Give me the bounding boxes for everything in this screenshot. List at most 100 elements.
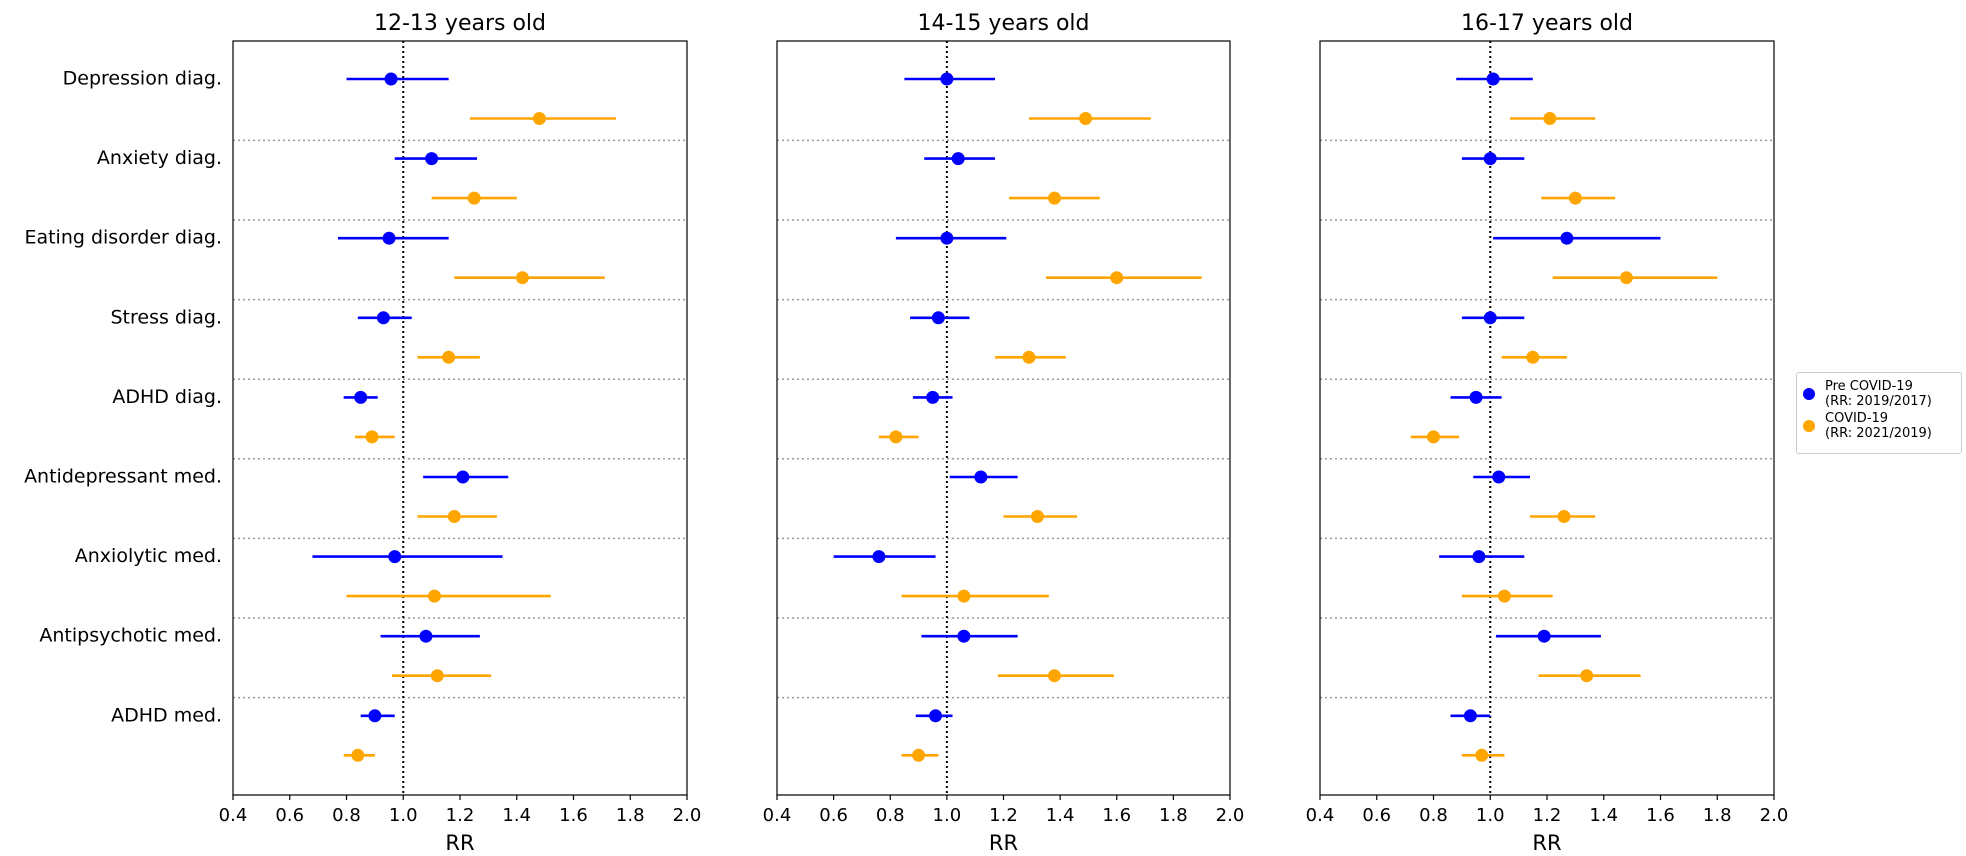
category-label: ADHD diag. — [112, 386, 222, 408]
legend-label: COVID-19 (RR: 2021/2019) — [1825, 411, 1932, 441]
point — [376, 311, 390, 325]
x-tick-label: 1.8 — [1159, 805, 1188, 826]
x-tick-label: 1.6 — [559, 805, 588, 826]
category-label: ADHD med. — [111, 704, 222, 726]
x-tick-label: 1.2 — [989, 805, 1018, 826]
point — [1110, 271, 1124, 285]
axes-frame — [1319, 40, 1775, 796]
point — [1483, 152, 1497, 166]
legend-item: COVID-19 (RR: 2021/2019) — [1803, 411, 1955, 441]
x-tick-label: 1.0 — [933, 805, 962, 826]
point — [1486, 72, 1500, 86]
x-tick-label: 0.6 — [819, 805, 848, 826]
panel-title: 12-13 years old — [374, 11, 546, 36]
x-tick-label: 1.6 — [1102, 805, 1131, 826]
legend: Pre COVID-19 (RR: 2019/2017) COVID-19 (RR… — [1796, 372, 1962, 454]
x-tick-label: 0.8 — [1419, 805, 1448, 826]
point — [467, 191, 481, 205]
x-tick-label: 0.4 — [763, 805, 792, 826]
point — [1472, 550, 1486, 564]
category-label: Antidepressant med. — [24, 466, 222, 488]
point — [957, 589, 971, 603]
legend-marker — [1803, 388, 1815, 400]
point — [1580, 669, 1594, 683]
x-tick-label: 1.4 — [502, 805, 531, 826]
x-tick-label: 1.0 — [1476, 805, 1505, 826]
point — [1483, 311, 1497, 325]
point — [1030, 510, 1044, 523]
category-label: Anxiolytic med. — [75, 545, 222, 567]
point — [365, 430, 379, 444]
point — [1022, 350, 1036, 364]
point — [929, 709, 943, 723]
point — [384, 72, 398, 86]
point — [889, 430, 903, 444]
point — [351, 748, 365, 762]
point — [1427, 430, 1440, 444]
point — [1492, 470, 1506, 484]
point — [354, 390, 368, 404]
point — [951, 152, 965, 166]
point — [382, 231, 396, 245]
x-axis-label: RR — [1532, 831, 1561, 855]
point — [427, 589, 441, 603]
point — [1047, 191, 1061, 205]
category-label: Anxiety diag. — [97, 147, 222, 169]
category-label: Eating disorder diag. — [24, 227, 222, 249]
point — [940, 72, 954, 86]
x-tick-label: 1.4 — [1589, 805, 1618, 826]
point — [447, 510, 461, 523]
point — [1537, 629, 1551, 643]
x-tick-label: 0.4 — [1306, 805, 1335, 826]
x-tick-label: 0.8 — [332, 805, 361, 826]
point — [425, 152, 439, 166]
point — [1543, 112, 1557, 125]
point — [974, 470, 988, 484]
x-tick-label: 2.0 — [1216, 805, 1245, 826]
point — [419, 629, 433, 643]
legend-item: Pre COVID-19 (RR: 2019/2017) — [1803, 379, 1955, 409]
x-tick-label: 0.8 — [876, 805, 905, 826]
x-tick-label: 1.6 — [1646, 805, 1675, 826]
point — [1497, 589, 1511, 603]
point — [388, 550, 402, 564]
point — [926, 390, 940, 404]
point — [1079, 112, 1093, 125]
point — [442, 350, 456, 364]
x-tick-label: 0.4 — [219, 805, 248, 826]
x-tick-label: 0.6 — [1362, 805, 1391, 826]
point — [430, 669, 444, 683]
x-tick-label: 1.2 — [1533, 805, 1562, 826]
point — [532, 112, 546, 125]
x-tick-label: 0.6 — [275, 805, 304, 826]
point — [456, 470, 470, 484]
point — [931, 311, 945, 325]
x-tick-label: 2.0 — [673, 805, 702, 826]
point — [1526, 350, 1540, 364]
point — [1568, 191, 1582, 205]
x-axis-label: RR — [445, 831, 474, 855]
legend-label: Pre COVID-19 (RR: 2019/2017) — [1825, 379, 1932, 409]
x-tick-label: 1.8 — [1703, 805, 1732, 826]
category-label: Stress diag. — [110, 306, 222, 328]
x-tick-label: 2.0 — [1760, 805, 1789, 826]
point — [872, 550, 886, 564]
point — [912, 748, 926, 762]
point — [1619, 271, 1633, 285]
legend-marker — [1803, 420, 1815, 432]
axes-frame — [776, 40, 1231, 796]
point — [368, 709, 382, 723]
panel-title: 16-17 years old — [1461, 11, 1633, 36]
x-tick-label: 1.2 — [446, 805, 475, 826]
point — [1560, 231, 1574, 245]
point — [957, 629, 971, 643]
point — [1463, 709, 1477, 723]
x-tick-label: 1.8 — [616, 805, 645, 826]
panel-title: 14-15 years old — [918, 11, 1090, 36]
category-label: Depression diag. — [63, 68, 222, 90]
category-label: Antipsychotic med. — [39, 625, 222, 647]
point — [940, 231, 954, 245]
x-tick-label: 1.4 — [1046, 805, 1075, 826]
